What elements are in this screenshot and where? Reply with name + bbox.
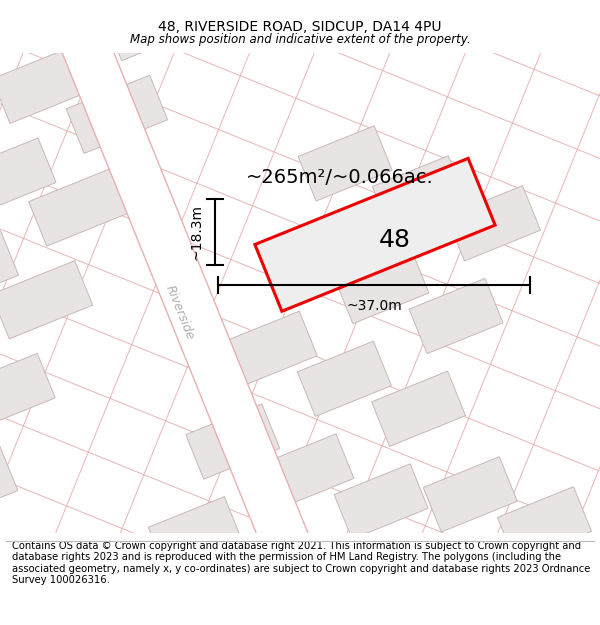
- Polygon shape: [260, 219, 355, 294]
- Polygon shape: [298, 341, 391, 416]
- Polygon shape: [409, 278, 503, 354]
- Polygon shape: [29, 0, 131, 31]
- Polygon shape: [0, 446, 18, 524]
- Polygon shape: [460, 579, 554, 625]
- Polygon shape: [0, 45, 94, 124]
- Polygon shape: [298, 126, 392, 201]
- Text: Contains OS data © Crown copyright and database right 2021. This information is : Contains OS data © Crown copyright and d…: [12, 541, 590, 586]
- Text: Map shows position and indicative extent of the property.: Map shows position and indicative extent…: [130, 33, 470, 46]
- Polygon shape: [296, 557, 391, 625]
- Text: ~265m²/~0.066ac.: ~265m²/~0.066ac.: [246, 168, 434, 187]
- Polygon shape: [66, 75, 167, 153]
- Polygon shape: [446, 186, 541, 261]
- Text: 48: 48: [379, 228, 411, 252]
- Polygon shape: [260, 434, 354, 509]
- Polygon shape: [0, 353, 55, 432]
- Text: ~18.3m: ~18.3m: [189, 204, 203, 260]
- Polygon shape: [0, 261, 93, 339]
- Polygon shape: [386, 549, 480, 624]
- Polygon shape: [334, 464, 428, 539]
- Text: 48, RIVERSIDE ROAD, SIDCUP, DA14 4PU: 48, RIVERSIDE ROAD, SIDCUP, DA14 4PU: [158, 20, 442, 34]
- Polygon shape: [335, 249, 429, 324]
- Polygon shape: [32, 0, 338, 625]
- Polygon shape: [0, 231, 19, 309]
- Text: ~37.0m: ~37.0m: [346, 299, 402, 312]
- Polygon shape: [497, 487, 592, 562]
- Polygon shape: [0, 138, 56, 216]
- Polygon shape: [371, 371, 466, 446]
- Polygon shape: [29, 168, 130, 246]
- Polygon shape: [186, 404, 280, 479]
- Polygon shape: [423, 457, 517, 532]
- Text: Riverside: Riverside: [163, 284, 197, 342]
- Polygon shape: [104, 0, 205, 61]
- Polygon shape: [223, 527, 316, 602]
- Polygon shape: [148, 497, 242, 572]
- Polygon shape: [373, 156, 466, 231]
- Polygon shape: [255, 158, 495, 311]
- Polygon shape: [223, 311, 317, 386]
